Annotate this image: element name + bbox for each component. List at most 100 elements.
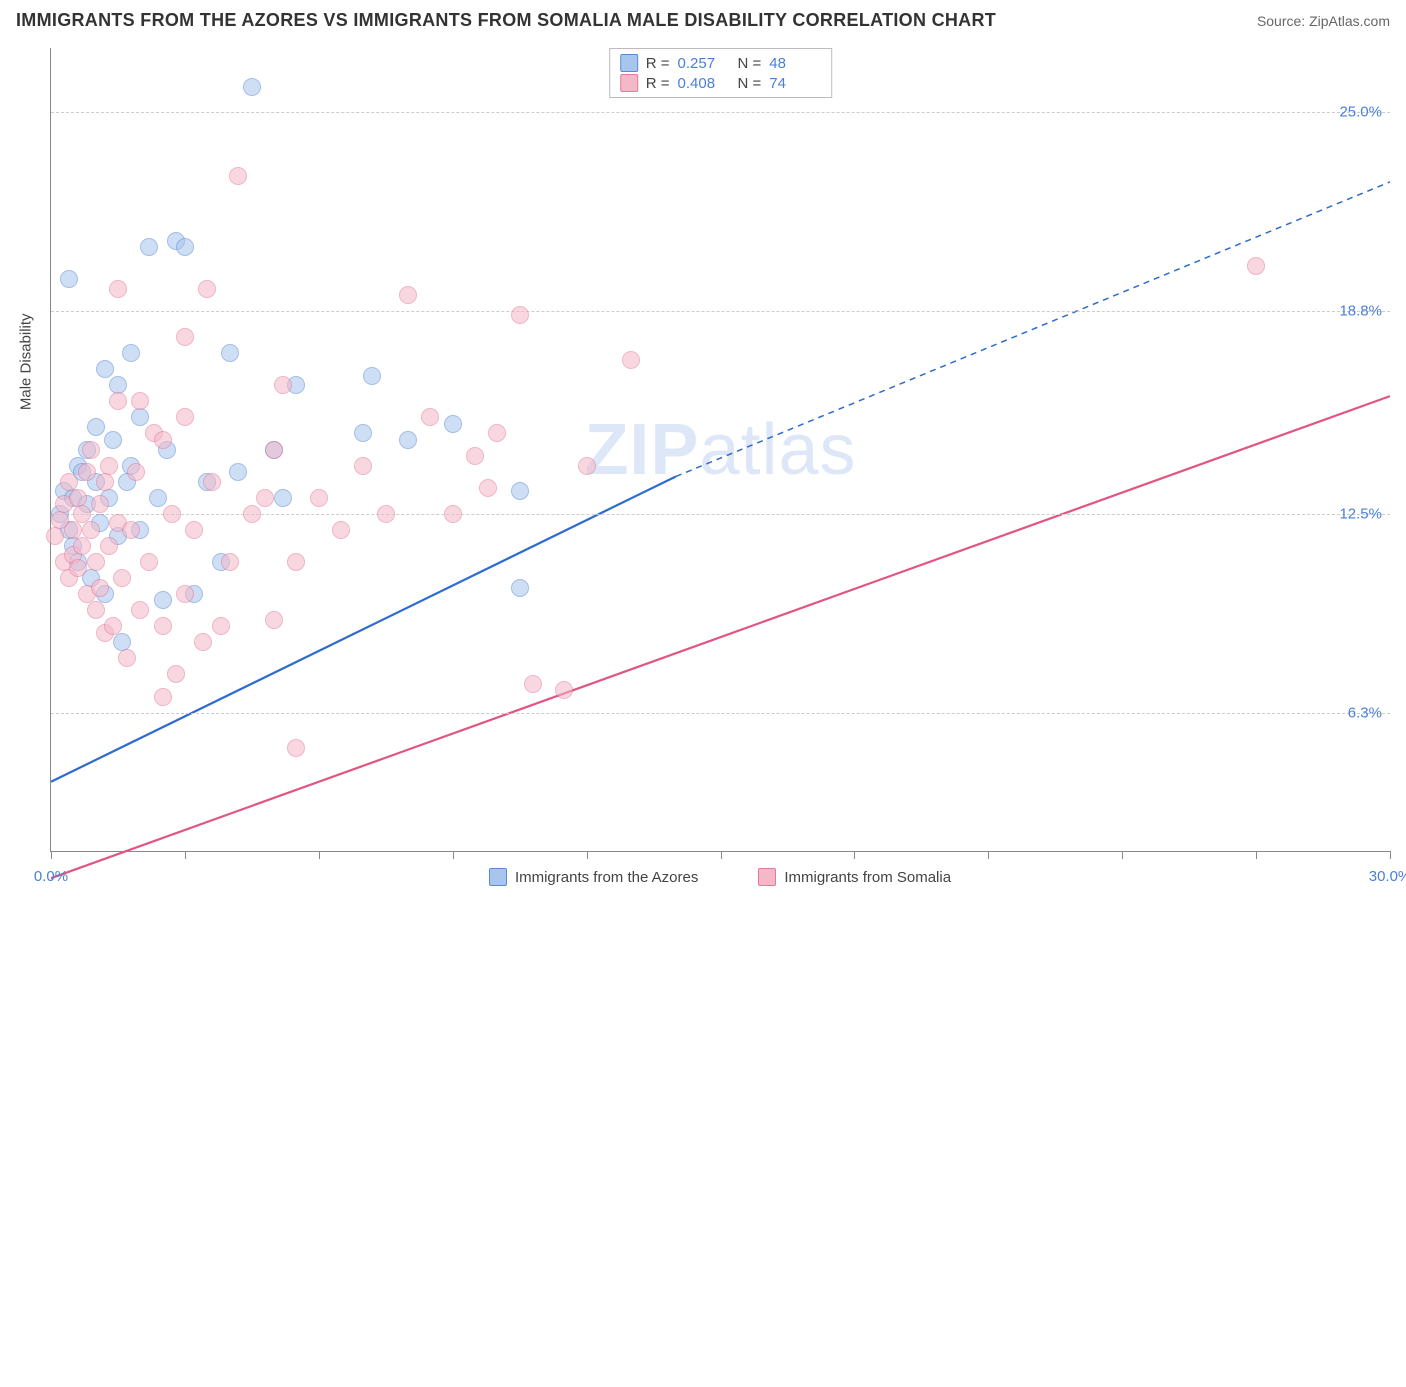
data-point — [221, 553, 239, 571]
data-point — [127, 463, 145, 481]
data-point — [82, 441, 100, 459]
data-point — [511, 482, 529, 500]
data-point — [479, 479, 497, 497]
x-tick — [587, 851, 588, 859]
data-point — [122, 521, 140, 539]
data-point — [87, 418, 105, 436]
y-tick-label: 12.5% — [1339, 505, 1382, 522]
x-tick — [988, 851, 989, 859]
x-tick — [1390, 851, 1391, 859]
data-point — [163, 505, 181, 523]
data-point — [265, 611, 283, 629]
data-point — [194, 633, 212, 651]
data-point — [524, 675, 542, 693]
x-tick — [721, 851, 722, 859]
data-point — [46, 527, 64, 545]
legend-series-label: Immigrants from the Azores — [515, 869, 698, 886]
legend-r-label: R = — [646, 75, 670, 92]
plot-area: ZIPatlas R =0.257N =48R =0.408N =74 6.3%… — [50, 48, 1390, 852]
data-point — [167, 665, 185, 683]
data-point — [622, 351, 640, 369]
data-point — [377, 505, 395, 523]
data-point — [82, 521, 100, 539]
data-point — [100, 537, 118, 555]
legend-series-label: Immigrants from Somalia — [784, 869, 951, 886]
data-point — [555, 681, 573, 699]
data-point — [176, 328, 194, 346]
legend-swatch — [620, 74, 638, 92]
data-point — [243, 505, 261, 523]
data-point — [78, 463, 96, 481]
legend-stat-row: R =0.408N =74 — [620, 73, 822, 93]
chart-container: ZIPatlas R =0.257N =48R =0.408N =74 6.3%… — [50, 48, 1390, 852]
data-point — [154, 431, 172, 449]
data-point — [91, 579, 109, 597]
data-point — [310, 489, 328, 507]
legend-n-label: N = — [738, 55, 762, 72]
y-tick-label: 18.8% — [1339, 303, 1382, 320]
legend-stats: R =0.257N =48R =0.408N =74 — [609, 48, 833, 98]
legend-swatch — [620, 54, 638, 72]
legend-r-label: R = — [646, 55, 670, 72]
data-point — [69, 559, 87, 577]
legend-n-value: 74 — [769, 75, 821, 92]
legend-series-item: Immigrants from Somalia — [758, 868, 951, 886]
data-point — [256, 489, 274, 507]
data-point — [176, 408, 194, 426]
data-point — [185, 521, 203, 539]
data-point — [118, 649, 136, 667]
data-point — [511, 306, 529, 324]
gridline — [51, 112, 1390, 113]
data-point — [421, 408, 439, 426]
data-point — [399, 431, 417, 449]
data-point — [176, 585, 194, 603]
data-point — [140, 238, 158, 256]
data-point — [154, 688, 172, 706]
x-tick — [854, 851, 855, 859]
data-point — [96, 360, 114, 378]
data-point — [354, 457, 372, 475]
data-point — [131, 408, 149, 426]
data-point — [60, 270, 78, 288]
data-point — [149, 489, 167, 507]
data-point — [131, 601, 149, 619]
data-point — [96, 473, 114, 491]
legend-r-value: 0.257 — [678, 55, 730, 72]
data-point — [1247, 257, 1265, 275]
y-tick-label: 6.3% — [1348, 704, 1382, 721]
data-point — [73, 537, 91, 555]
data-point — [332, 521, 350, 539]
data-point — [229, 167, 247, 185]
data-point — [154, 591, 172, 609]
data-point — [363, 367, 381, 385]
data-point — [122, 344, 140, 362]
x-tick — [51, 851, 52, 859]
data-point — [109, 280, 127, 298]
legend-stat-row: R = 0.257 N = 48 — [620, 53, 822, 73]
x-tick — [453, 851, 454, 859]
watermark-bold: ZIP — [584, 410, 699, 490]
data-point — [87, 553, 105, 571]
watermark-rest: atlas — [699, 410, 856, 490]
data-point — [154, 617, 172, 635]
data-point — [287, 553, 305, 571]
legend-n-value: 48 — [769, 55, 821, 72]
data-point — [104, 617, 122, 635]
source-label: Source: ZipAtlas.com — [1257, 13, 1390, 29]
gridline — [51, 713, 1390, 714]
data-point — [104, 431, 122, 449]
legend-swatch — [758, 868, 776, 886]
trend-lines-svg — [51, 48, 1390, 1387]
data-point — [229, 463, 247, 481]
watermark: ZIPatlas — [584, 409, 856, 491]
data-point — [212, 617, 230, 635]
x-tick — [1256, 851, 1257, 859]
legend-n-label: N = — [738, 75, 762, 92]
data-point — [354, 424, 372, 442]
x-tick — [185, 851, 186, 859]
legend-series: Immigrants from the Azores Immigrants fro… — [50, 868, 1390, 886]
data-point — [274, 376, 292, 394]
data-point — [466, 447, 484, 465]
y-axis-label: Male Disability — [18, 313, 35, 410]
data-point — [131, 392, 149, 410]
